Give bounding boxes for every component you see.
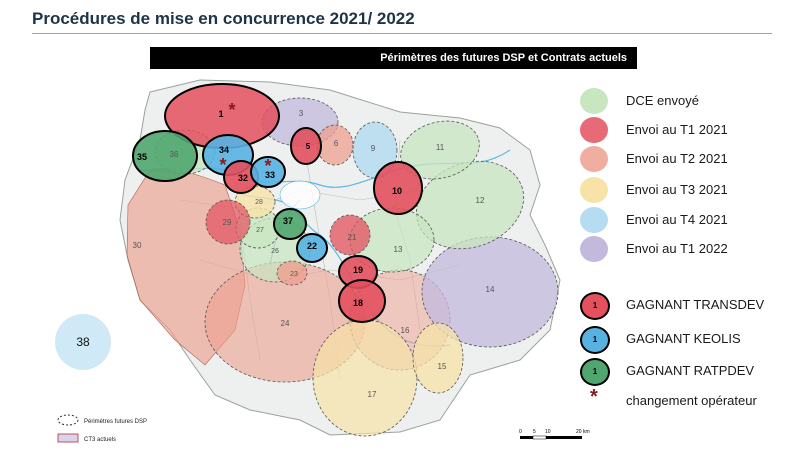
zone-3-shape (261, 97, 339, 147)
zone-22-shape (296, 233, 328, 263)
zone-number: 37 (283, 216, 293, 226)
legend-label: DCE envoyé (626, 93, 699, 108)
zone-number: 30 (133, 241, 142, 250)
legend-label: Envoi au T2 2021 (626, 151, 728, 166)
zone-number: 16 (401, 326, 410, 335)
legend-label: Envoi au T1 2021 (626, 122, 728, 137)
zone-number: 10 (392, 186, 402, 196)
scale-bar: 0 5 10 20 km (519, 429, 590, 440)
page-title: Procédures de mise en concurrence 2021/ … (32, 9, 415, 28)
asterisk-icon: * (590, 386, 598, 408)
winner-zones (132, 83, 423, 323)
zone-number: 21 (348, 233, 357, 242)
zone-number: 23 (290, 271, 298, 278)
future-perimeter-icon (57, 414, 79, 426)
zone-number: 3 (299, 109, 304, 118)
zone-number: 32 (238, 173, 248, 183)
title-divider (32, 33, 772, 34)
current-ct3-label: CT3 actuels (84, 437, 116, 443)
zone-number: 11 (436, 143, 445, 152)
zone-number: 36 (170, 150, 179, 159)
legend-swatch-icon (580, 146, 608, 172)
zone-number: 19 (353, 265, 363, 275)
zone-37-shape (273, 208, 307, 240)
zone-number: 24 (281, 319, 290, 328)
zone-5-shape (290, 127, 322, 165)
change-operator-icon: * (219, 155, 226, 175)
zone-38-bubble: 38 (55, 314, 111, 370)
zone-number: 13 (394, 245, 403, 254)
zone-6-shape (316, 124, 354, 166)
scale-tick: 20 km (576, 429, 590, 435)
zone-15-shape (412, 322, 464, 394)
zone-number: 33 (265, 170, 275, 180)
legend-label: GAGNANT RATPDEV (626, 363, 755, 378)
zone-numbers: 1 3 5 6 9 11 12 10 35 36 34 32 33 30 29 … (133, 109, 495, 399)
legend-winner-icon: 1 (580, 292, 610, 320)
change-stars: * * * (219, 100, 271, 176)
zone-21-shape (329, 214, 371, 256)
legend-label: GAGNANT TRANSDEV (626, 297, 765, 312)
legend-swatch-icon (580, 117, 608, 143)
scale-tick: 10 (545, 429, 551, 435)
map-banner: Périmètres des futures DSP et Contrats a… (150, 47, 637, 69)
legend-label: GAGNANT KEOLIS (626, 331, 741, 346)
legend-swatch-icon (580, 177, 608, 203)
legend-winner-icon: 1 (580, 326, 610, 354)
change-operator-icon: * (228, 100, 235, 120)
paris-center (279, 180, 321, 210)
zone-number: 14 (486, 285, 495, 294)
zone-number: 6 (334, 139, 339, 148)
zone-17-shape (312, 319, 418, 437)
zone-29-shape (205, 199, 251, 245)
legend-swatch-icon (580, 207, 608, 233)
zone-number: 5 (306, 142, 311, 151)
zone-number: 17 (368, 390, 377, 399)
current-ct3-icon (57, 433, 79, 443)
zone-number: 27 (256, 227, 264, 234)
zone-23-shape (276, 260, 308, 286)
zone-11-shape (400, 120, 480, 180)
zone-shapes (126, 97, 559, 437)
zone-18-shape (338, 279, 386, 323)
legend-swatch-icon (580, 236, 608, 262)
zone-number: 22 (307, 241, 317, 251)
legend-label: changement opérateur (626, 393, 757, 408)
zone-number: 18 (353, 298, 363, 308)
zone-number: 9 (371, 144, 376, 153)
zone-number: 28 (255, 199, 263, 206)
zone-number: 1 (218, 109, 223, 119)
scale-tick: 5 (533, 429, 536, 435)
zone-number: 35 (137, 152, 147, 162)
zone-9-shape (352, 121, 398, 179)
legend-swatch-icon (580, 88, 608, 114)
legend-label: Envoi au T3 2021 (626, 182, 728, 197)
zone-33-shape (250, 156, 286, 188)
zone-number: 12 (476, 196, 485, 205)
change-operator-icon: * (264, 156, 271, 176)
zone-number: 34 (219, 145, 229, 155)
zone-number: 15 (438, 362, 447, 371)
zone-10-shape (373, 161, 423, 215)
zone-number: 29 (223, 218, 232, 227)
scale-tick: 0 (519, 429, 522, 435)
legend-winner-icon: 1 (580, 358, 610, 386)
legend-label: Envoi au T4 2021 (626, 212, 728, 227)
legend-label: Envoi au T1 2022 (626, 241, 728, 256)
future-perimeter-label: Périmètres futures DSP (84, 419, 147, 425)
zone-35-shape (132, 130, 198, 182)
zone-number: 26 (271, 248, 279, 255)
